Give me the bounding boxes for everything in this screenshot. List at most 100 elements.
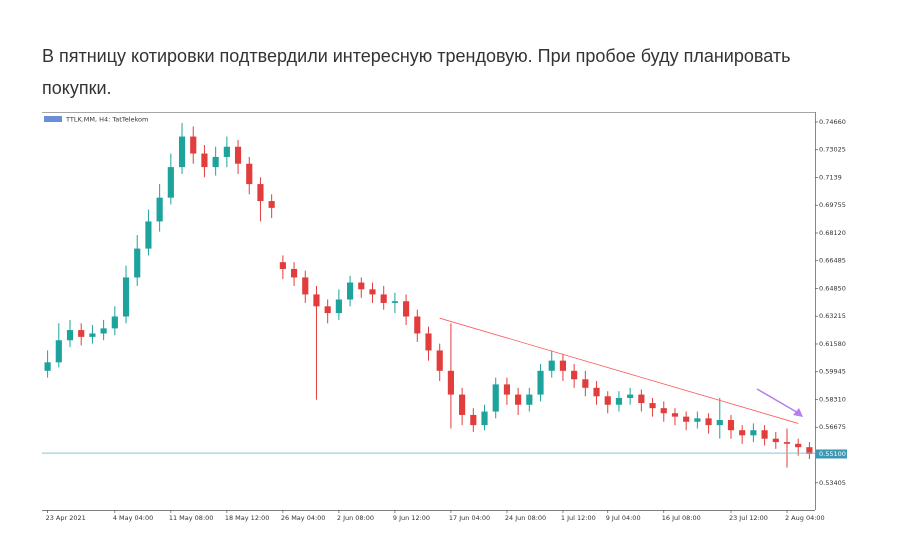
candle-body bbox=[459, 394, 466, 415]
candle-body bbox=[582, 379, 589, 388]
candle-body bbox=[55, 340, 62, 363]
candle-body bbox=[548, 360, 555, 371]
y-tick-label: 0.69755 bbox=[819, 201, 846, 209]
candle-body bbox=[380, 294, 387, 303]
x-tick-label: 18 May 12:00 bbox=[225, 514, 270, 522]
candle-body bbox=[425, 333, 432, 351]
candle-body bbox=[559, 360, 567, 371]
y-tick-label: 0.63215 bbox=[819, 312, 846, 320]
candle-body bbox=[156, 197, 163, 222]
candle-body bbox=[694, 418, 701, 422]
y-tick-label: 0.64850 bbox=[819, 284, 846, 292]
candle-body bbox=[403, 301, 410, 317]
y-tick-label: 0.7139 bbox=[819, 173, 842, 181]
candle-body bbox=[313, 294, 320, 307]
y-tick-label: 0.68120 bbox=[819, 229, 846, 237]
candle-body bbox=[190, 136, 197, 154]
y-tick-label: 0.58310 bbox=[819, 395, 846, 403]
x-tick-label: 23 Jul 12:00 bbox=[729, 514, 768, 522]
candle-body bbox=[436, 350, 443, 371]
candle-body bbox=[470, 414, 477, 426]
candle-body bbox=[783, 442, 791, 444]
candle-body bbox=[515, 394, 522, 405]
y-tick-label: 0.74660 bbox=[819, 118, 846, 126]
x-tick-label: 2 Aug 04:00 bbox=[785, 514, 825, 522]
candle-body bbox=[223, 146, 230, 157]
x-tick-label: 11 May 08:00 bbox=[169, 514, 214, 522]
candle-body bbox=[727, 420, 735, 431]
candle-body bbox=[391, 301, 398, 303]
price-label-box bbox=[816, 449, 847, 459]
candle-body bbox=[134, 248, 141, 278]
x-tick-label: 9 Jul 04:00 bbox=[606, 514, 641, 522]
candle-body bbox=[772, 438, 779, 443]
candle-body bbox=[795, 443, 802, 448]
candle-body bbox=[716, 420, 723, 426]
candle-body bbox=[615, 397, 623, 405]
candle-body bbox=[537, 370, 544, 395]
x-tick-label: 4 May 04:00 bbox=[113, 514, 153, 522]
candle-body bbox=[145, 221, 152, 249]
y-tick-label: 0.73025 bbox=[819, 146, 846, 154]
candle-body bbox=[100, 328, 107, 334]
candle-body bbox=[111, 316, 118, 329]
candle-body bbox=[201, 153, 208, 168]
candle-body bbox=[481, 411, 488, 426]
x-tick-label: 24 Jun 08:00 bbox=[505, 514, 546, 522]
candle-body bbox=[492, 384, 499, 412]
x-tick-label: 16 Jul 08:00 bbox=[662, 514, 701, 522]
y-tick-label: 0.56675 bbox=[819, 423, 846, 431]
candle-body bbox=[268, 201, 275, 208]
candle-body bbox=[66, 330, 74, 341]
candle-body bbox=[234, 146, 242, 164]
candle-body bbox=[346, 282, 354, 300]
symbol-icon bbox=[44, 116, 62, 122]
candle-body bbox=[761, 430, 768, 439]
candle-body bbox=[705, 418, 712, 426]
candle-body bbox=[335, 299, 342, 314]
chart-title: TTLK.MM, H4: TatTelekom bbox=[65, 116, 148, 124]
y-tick-label: 0.66485 bbox=[819, 257, 846, 265]
candle-body bbox=[290, 268, 298, 278]
x-tick-label: 26 May 04:00 bbox=[281, 514, 326, 522]
candle-body bbox=[89, 333, 96, 337]
candle-body bbox=[212, 156, 219, 168]
x-tick-label: 17 Jun 04:00 bbox=[449, 514, 490, 522]
y-tick-label: 0.59945 bbox=[819, 368, 846, 376]
candle-body bbox=[503, 384, 511, 395]
candle-body bbox=[324, 306, 331, 314]
candle-body bbox=[257, 184, 264, 202]
candle-body bbox=[739, 430, 746, 436]
price-label: 0.55100 bbox=[819, 450, 846, 458]
annotation-arrowhead bbox=[793, 408, 803, 417]
candle-body bbox=[358, 282, 365, 290]
candle-body bbox=[750, 430, 757, 436]
candle-body bbox=[369, 289, 376, 295]
post-text: В пятницу котировки подтвердили интересн… bbox=[42, 46, 791, 98]
candle-body bbox=[593, 387, 600, 397]
candle-body bbox=[571, 370, 578, 380]
candle-body bbox=[78, 330, 85, 337]
annotation-arrow bbox=[756, 388, 801, 415]
candle-body bbox=[246, 163, 253, 185]
candle-body bbox=[526, 394, 533, 405]
candle-body bbox=[279, 262, 286, 269]
candle-body bbox=[44, 362, 51, 371]
y-tick-label: 0.61580 bbox=[819, 340, 846, 348]
candle-body bbox=[806, 447, 813, 454]
x-tick-label: 2 Jun 08:00 bbox=[337, 514, 374, 522]
trendline bbox=[439, 317, 799, 424]
x-tick-label: 9 Jun 12:00 bbox=[393, 514, 430, 522]
y-tick-label: 0.53405 bbox=[819, 479, 846, 487]
candle-body bbox=[122, 277, 130, 317]
candle-body bbox=[302, 277, 309, 295]
candle-body bbox=[660, 408, 667, 414]
candle-body bbox=[683, 416, 690, 422]
candle-body bbox=[627, 394, 634, 398]
candle-body bbox=[604, 396, 611, 405]
x-tick-label: 1 Jul 12:00 bbox=[561, 514, 596, 522]
candle-body bbox=[649, 403, 656, 409]
candle-body bbox=[638, 394, 645, 404]
